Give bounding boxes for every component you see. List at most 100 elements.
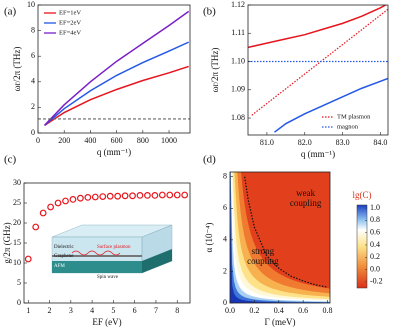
y-tick-label: 1.09 bbox=[231, 85, 245, 94]
x-axis-label: q (mm⁻¹) bbox=[301, 149, 335, 159]
x-tick-label: 0.8 bbox=[323, 306, 333, 315]
colorbar-tick-label: 0.4 bbox=[370, 240, 380, 249]
x-tick-label: 1000 bbox=[161, 136, 177, 145]
scatter-point bbox=[129, 192, 136, 200]
x-tick-label: 2 bbox=[48, 306, 52, 315]
y-tick-label: 0 bbox=[223, 298, 227, 307]
scatter-point bbox=[99, 193, 107, 201]
y-tick-label: 0 bbox=[31, 128, 35, 137]
x-axis-label: Γ (meV) bbox=[265, 317, 296, 327]
scatter-point bbox=[181, 191, 189, 199]
y-tick-label: 8 bbox=[31, 25, 35, 34]
scatter-point bbox=[39, 209, 47, 217]
colorbar-tick-label: 0.6 bbox=[370, 227, 380, 236]
colorbar-tick-label: 1.0 bbox=[370, 203, 380, 212]
legend-label: EF=2eV bbox=[59, 19, 81, 26]
x-tick-label: 82.0 bbox=[298, 138, 312, 147]
colorbar bbox=[356, 204, 368, 289]
y-tick-label: 1.11 bbox=[231, 28, 245, 37]
inset-graphene bbox=[52, 255, 142, 257]
x-axis-label: q (mm⁻¹) bbox=[97, 147, 131, 157]
x-tick-label: 8 bbox=[175, 306, 179, 315]
scatter-point bbox=[166, 191, 174, 199]
colorbar-tick-label: 0.0 bbox=[370, 264, 380, 273]
scatter-point bbox=[24, 255, 32, 263]
y-axis-label: ωr/2π (THz) bbox=[12, 47, 22, 92]
x-tick-label: 84.0 bbox=[373, 138, 387, 147]
y-tick-label: 0 bbox=[17, 298, 21, 307]
y-tick-label: 15 bbox=[13, 238, 21, 247]
y-tick-label: 2 bbox=[223, 266, 227, 275]
inset-label: Dielectric bbox=[54, 245, 74, 250]
x-tick-label: 800 bbox=[137, 136, 149, 145]
y-tick-label: 1.08 bbox=[231, 113, 245, 122]
scatter-point bbox=[144, 191, 151, 199]
scatter-point bbox=[76, 194, 84, 202]
x-tick-label: 0.4 bbox=[274, 306, 284, 315]
y-tick-label: 5 bbox=[17, 278, 21, 287]
series-line bbox=[248, 5, 388, 49]
panel-label: (c) bbox=[4, 154, 17, 166]
legend-label: TM plasmon bbox=[337, 113, 371, 120]
colorbar-label: lg(C) bbox=[353, 190, 372, 200]
plot-frame bbox=[247, 4, 389, 136]
y-tick-label: 6 bbox=[223, 203, 227, 212]
panel-label: (a) bbox=[4, 6, 17, 18]
annotation: strong coupling bbox=[247, 246, 279, 266]
plot-area bbox=[38, 10, 190, 126]
x-tick-label: 0.2 bbox=[249, 306, 259, 315]
scatter-point bbox=[173, 191, 181, 199]
y-tick-label: 20 bbox=[13, 218, 21, 227]
scatter-point bbox=[84, 193, 92, 201]
y-tick-label: 2 bbox=[31, 102, 35, 111]
legend-label: EF=1eV bbox=[59, 9, 81, 16]
y-tick-label: 6 bbox=[31, 51, 35, 60]
scatter-point bbox=[54, 199, 62, 207]
scatter-point bbox=[114, 192, 122, 200]
x-tick-label: 200 bbox=[58, 136, 70, 145]
scatter-point bbox=[91, 193, 99, 201]
inset-label: Spin wave bbox=[97, 275, 119, 280]
inset-label: Graphene bbox=[54, 254, 74, 259]
inset-afm-side bbox=[142, 249, 172, 273]
panel-label: (d) bbox=[203, 154, 216, 166]
annotation: weak coupling bbox=[290, 188, 322, 208]
x-tick-label: 0.0 bbox=[225, 306, 235, 315]
heat-band bbox=[230, 172, 330, 303]
inset-afm bbox=[52, 261, 142, 273]
series-line bbox=[251, 8, 388, 116]
y-axis-label: g/2π (GHz) bbox=[2, 222, 12, 263]
scatter-point bbox=[32, 223, 40, 231]
plot-frame bbox=[229, 171, 331, 304]
x-tick-label: 0 bbox=[36, 136, 40, 145]
y-tick-label: 4 bbox=[223, 235, 227, 244]
y-tick-label: 4 bbox=[31, 77, 35, 86]
plot-area bbox=[230, 172, 330, 303]
y-tick-label: 10 bbox=[27, 0, 35, 9]
x-tick-label: 3 bbox=[69, 306, 73, 315]
inset-plasmon-wave bbox=[71, 250, 121, 256]
scatter-point bbox=[151, 191, 159, 199]
scatter-point bbox=[158, 191, 166, 199]
x-axis-label: EF (eV) bbox=[92, 317, 121, 327]
x-tick-label: 7 bbox=[154, 306, 158, 315]
colorbar-tick-label: 0.2 bbox=[370, 252, 380, 261]
y-axis-label: ωr/2π (THz) bbox=[210, 48, 220, 93]
series-line bbox=[274, 77, 388, 133]
series-line bbox=[244, 176, 328, 288]
colorbar-tick-label: -0.2 bbox=[370, 277, 383, 286]
scatter-point bbox=[106, 192, 114, 200]
y-tick-label: 25 bbox=[13, 198, 21, 207]
legend-label: magnon bbox=[337, 123, 359, 130]
series-line bbox=[44, 10, 190, 126]
legend-label: EF=4eV bbox=[59, 29, 81, 36]
x-tick-label: 600 bbox=[111, 136, 123, 145]
scatter-point bbox=[69, 195, 77, 203]
x-tick-label: 4 bbox=[90, 306, 94, 315]
heat-band bbox=[230, 172, 330, 303]
y-tick-label: 8 bbox=[223, 172, 227, 181]
x-tick-label: 5 bbox=[111, 306, 115, 315]
x-tick-label: 400 bbox=[84, 136, 96, 145]
scatter-point bbox=[62, 197, 69, 205]
